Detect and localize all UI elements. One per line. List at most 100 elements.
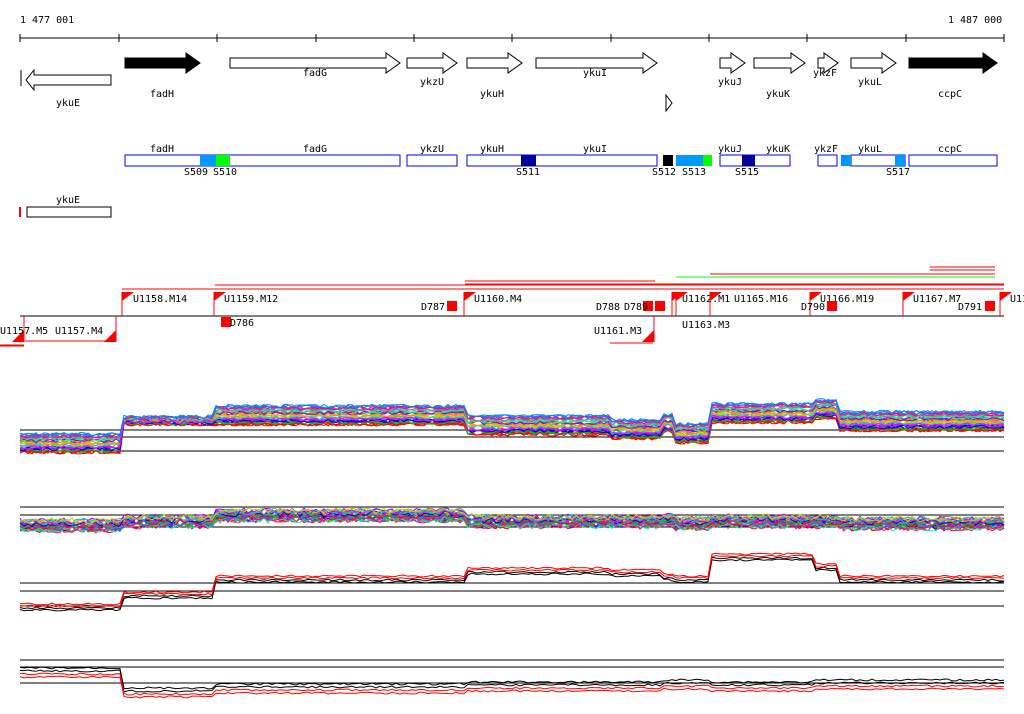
downshift-block bbox=[985, 301, 995, 311]
site-label: S510 bbox=[213, 167, 237, 178]
gene-arrow-ykuE bbox=[25, 68, 112, 92]
operon-label: ykuH bbox=[480, 144, 504, 155]
upshift-label: U1159.M12 bbox=[224, 294, 278, 305]
upshift-flag bbox=[122, 292, 134, 301]
upshift-flag bbox=[810, 292, 822, 301]
upshift-flag bbox=[104, 330, 116, 342]
site-label: S509 bbox=[184, 167, 208, 178]
gene-arrow-ykuL bbox=[850, 52, 897, 74]
upshift-flag bbox=[676, 292, 688, 301]
red-tick bbox=[19, 207, 21, 217]
upshift-flag bbox=[642, 330, 654, 342]
downshift-label: D788 bbox=[596, 302, 620, 313]
operon-box bbox=[817, 154, 838, 167]
gene-arrow-ykuI bbox=[535, 52, 658, 74]
upshift-label: U1166.M19 bbox=[820, 294, 874, 305]
gene-arrow-ykzU bbox=[406, 52, 458, 74]
gene-label-ccpC: ccpC bbox=[938, 89, 962, 100]
downshift-label: D790 bbox=[801, 302, 825, 313]
site-block bbox=[742, 155, 755, 166]
expression-line bbox=[19, 675, 1005, 699]
operon-label: ykzU bbox=[420, 144, 444, 155]
gene-label-ykuL: ykuL bbox=[858, 77, 882, 88]
expression-line bbox=[19, 554, 1005, 608]
gene-label-ykuH: ykuH bbox=[480, 89, 504, 100]
operon-label: fadG bbox=[303, 144, 327, 155]
upshift-flag bbox=[903, 292, 915, 301]
downshift-block bbox=[655, 301, 665, 311]
site-label: S517 bbox=[886, 167, 910, 178]
upshift-flag bbox=[710, 292, 722, 301]
gene-arrow-ccpC bbox=[908, 52, 998, 74]
gene-label-ykuI: ykuI bbox=[583, 68, 607, 79]
operon-label: ccpC bbox=[938, 144, 962, 155]
gene-label-ykzF: ykzF bbox=[813, 68, 837, 79]
expression-line bbox=[19, 669, 1005, 693]
gene-arrow-ykuJ bbox=[719, 52, 746, 74]
expression-line bbox=[19, 672, 1005, 696]
expression-line bbox=[19, 552, 1005, 606]
gene-label-ykuE: ykuE bbox=[56, 98, 80, 109]
upshift-flag bbox=[12, 330, 24, 342]
expression-line bbox=[19, 666, 1005, 690]
operon-label: ykzF bbox=[814, 144, 838, 155]
operon-label: ykuK bbox=[766, 144, 790, 155]
site-block bbox=[663, 155, 673, 166]
downshift-block bbox=[221, 317, 231, 327]
operon-label: ykuL bbox=[858, 144, 882, 155]
upshift-flag bbox=[1000, 292, 1012, 301]
upshift-label: U1157.M5 bbox=[0, 326, 48, 337]
small-gene-arrow bbox=[665, 93, 673, 113]
operon-box bbox=[908, 154, 998, 167]
operon-box bbox=[124, 154, 401, 167]
operon-box bbox=[406, 154, 458, 167]
ruler-ticks bbox=[19, 34, 1005, 42]
ruler-start-label: 1 477 001 bbox=[20, 15, 74, 26]
gene-label-ykuK: ykuK bbox=[766, 89, 790, 100]
expression-tracks bbox=[19, 398, 1005, 699]
expression-line bbox=[19, 507, 1005, 525]
upshift-flag bbox=[214, 292, 226, 301]
operon-label: ykuI bbox=[583, 144, 607, 155]
gene-arrow-ykuK bbox=[753, 52, 806, 74]
site-block bbox=[676, 155, 703, 166]
upshift-flag bbox=[464, 292, 476, 301]
site-block bbox=[216, 155, 230, 166]
gene-arrow-ykuH bbox=[466, 52, 523, 74]
expression-line bbox=[19, 409, 1005, 449]
upshift-label: U1161.M3 bbox=[594, 326, 642, 337]
expression-line bbox=[19, 398, 1005, 437]
site-block bbox=[841, 155, 851, 166]
upshift-label: U1168 bbox=[1010, 294, 1024, 305]
operon-label: ykuJ bbox=[718, 144, 742, 155]
site-label: S512 bbox=[652, 167, 676, 178]
downshift-label: D787 bbox=[421, 302, 445, 313]
upshift-label: U1157.M4 bbox=[55, 326, 103, 337]
gene-arrow-fadG bbox=[229, 52, 401, 74]
expression-line bbox=[19, 398, 1005, 437]
site-label: S513 bbox=[682, 167, 706, 178]
downshift-block bbox=[827, 301, 837, 311]
downshift-label: D786 bbox=[230, 318, 254, 329]
site-block bbox=[521, 155, 536, 166]
upshift-label: U1163.M3 bbox=[682, 320, 730, 331]
operon-track: fadH fadG ykzU ykuH ykuI ykuJ ykuK ykzF ykuL ccpC… bbox=[19, 144, 998, 218]
site-label: S515 bbox=[735, 167, 759, 178]
gene-arrow-ykzF bbox=[817, 52, 839, 74]
downshift-label: D791 bbox=[958, 302, 982, 313]
gene-label-fadG: fadG bbox=[303, 68, 327, 79]
gene-label-fadH: fadH bbox=[150, 89, 174, 100]
site-block bbox=[703, 155, 712, 166]
expression-line bbox=[19, 556, 1005, 610]
gene-label-ykuJ: ykuJ bbox=[718, 77, 742, 88]
operon-label: fadH bbox=[150, 144, 174, 155]
upshift-label: U1158.M14 bbox=[133, 294, 187, 305]
site-block bbox=[895, 155, 905, 166]
gene-arrow-fadH bbox=[124, 52, 201, 74]
upshift-label: U1167.M7 bbox=[913, 294, 961, 305]
site-block bbox=[200, 155, 216, 166]
expression-line bbox=[19, 558, 1005, 612]
operon-box bbox=[466, 154, 658, 167]
downshift-block bbox=[447, 301, 457, 311]
